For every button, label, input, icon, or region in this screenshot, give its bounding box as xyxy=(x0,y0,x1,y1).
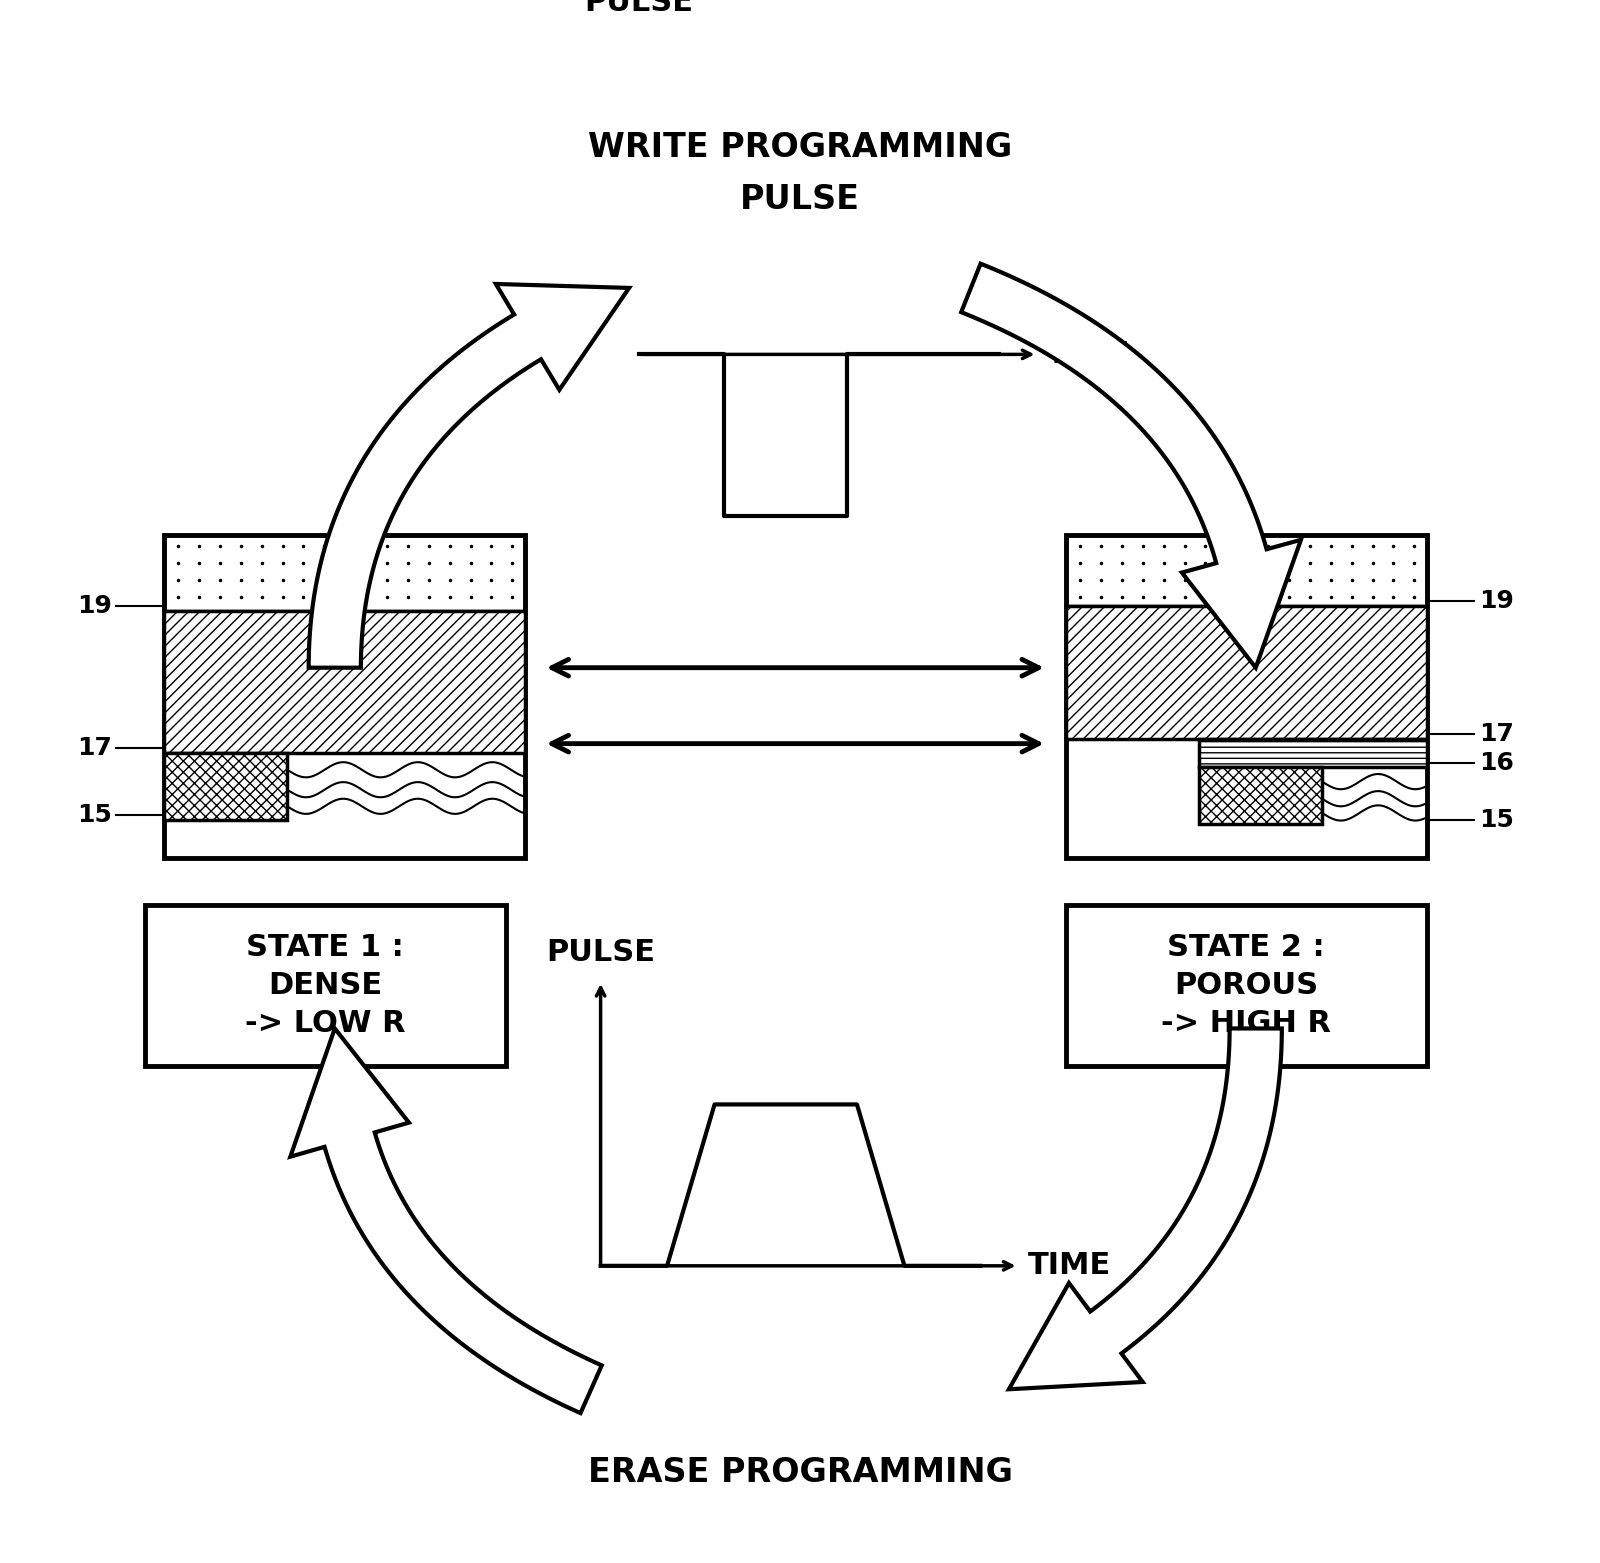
Bar xyxy=(146,905,506,1066)
Text: ERASE PROGRAMMING: ERASE PROGRAMMING xyxy=(587,1455,1013,1488)
Bar xyxy=(1066,535,1427,858)
Bar xyxy=(1198,767,1322,824)
Text: 15: 15 xyxy=(1478,808,1514,832)
Text: PULSE: PULSE xyxy=(546,938,654,967)
Polygon shape xyxy=(290,1028,602,1413)
Text: 17: 17 xyxy=(1478,722,1514,746)
Bar xyxy=(163,535,525,611)
Bar xyxy=(1066,606,1427,739)
Bar xyxy=(163,753,288,819)
Text: 15: 15 xyxy=(77,803,112,827)
Polygon shape xyxy=(1010,1028,1282,1390)
Polygon shape xyxy=(309,284,629,667)
Text: 16: 16 xyxy=(1478,750,1514,775)
Text: TIME: TIME xyxy=(1027,1252,1110,1280)
Text: PULSE: PULSE xyxy=(584,0,693,17)
Text: 17: 17 xyxy=(77,736,112,760)
Bar xyxy=(1066,535,1427,606)
Bar xyxy=(163,535,525,858)
Bar xyxy=(1198,739,1427,767)
Text: STATE 1 :
DENSE
-> LOW R: STATE 1 : DENSE -> LOW R xyxy=(245,933,406,1038)
Text: TIME: TIME xyxy=(1046,339,1130,369)
Text: 19: 19 xyxy=(77,594,112,617)
Bar xyxy=(1066,905,1427,1066)
Polygon shape xyxy=(962,264,1301,667)
Text: WRITE PROGRAMMING: WRITE PROGRAMMING xyxy=(587,131,1013,164)
Text: PULSE: PULSE xyxy=(739,183,861,217)
Text: STATE 2 :
POROUS
-> HIGH R: STATE 2 : POROUS -> HIGH R xyxy=(1162,933,1331,1038)
Bar xyxy=(163,611,525,753)
Text: 19: 19 xyxy=(1478,589,1514,613)
